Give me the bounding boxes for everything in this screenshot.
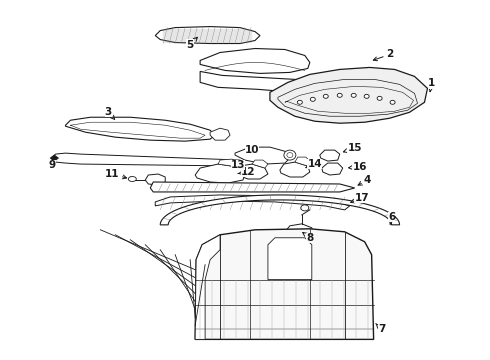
Text: 3: 3 — [105, 107, 115, 120]
Ellipse shape — [287, 153, 293, 158]
Text: 12: 12 — [238, 167, 255, 177]
Text: 1: 1 — [428, 78, 435, 92]
Ellipse shape — [310, 97, 315, 101]
Polygon shape — [145, 174, 165, 185]
Ellipse shape — [337, 93, 342, 97]
Polygon shape — [322, 163, 343, 175]
Polygon shape — [50, 153, 242, 166]
Polygon shape — [155, 195, 350, 210]
Ellipse shape — [128, 176, 136, 181]
Ellipse shape — [390, 100, 395, 104]
Polygon shape — [150, 182, 355, 192]
Polygon shape — [278, 80, 417, 116]
Ellipse shape — [301, 205, 309, 211]
Polygon shape — [280, 162, 310, 177]
Ellipse shape — [377, 96, 382, 100]
Text: 6: 6 — [388, 212, 395, 225]
Text: 10: 10 — [245, 145, 259, 155]
Text: 4: 4 — [358, 175, 371, 185]
Ellipse shape — [364, 94, 369, 98]
Text: 2: 2 — [373, 49, 393, 61]
Polygon shape — [295, 157, 311, 166]
Polygon shape — [200, 49, 310, 73]
Polygon shape — [235, 147, 290, 164]
Polygon shape — [270, 67, 427, 123]
Polygon shape — [160, 195, 399, 225]
Text: 16: 16 — [348, 162, 367, 172]
Ellipse shape — [297, 100, 302, 104]
Ellipse shape — [323, 94, 328, 98]
Text: 14: 14 — [306, 159, 322, 169]
Polygon shape — [210, 128, 230, 140]
Text: 8: 8 — [303, 233, 314, 243]
Polygon shape — [235, 164, 268, 179]
Text: 17: 17 — [351, 193, 369, 203]
Polygon shape — [50, 155, 58, 161]
Polygon shape — [66, 117, 215, 141]
Polygon shape — [195, 164, 245, 183]
Polygon shape — [195, 229, 374, 339]
Polygon shape — [252, 160, 268, 168]
Polygon shape — [200, 71, 315, 95]
Polygon shape — [155, 27, 260, 44]
Text: 7: 7 — [376, 324, 385, 334]
Ellipse shape — [284, 150, 296, 160]
Text: 15: 15 — [343, 143, 362, 153]
Ellipse shape — [351, 93, 356, 97]
Text: 5: 5 — [187, 37, 197, 50]
Polygon shape — [218, 159, 240, 167]
Polygon shape — [285, 224, 314, 239]
Text: 9: 9 — [49, 159, 56, 170]
Text: 13: 13 — [231, 160, 245, 170]
Polygon shape — [320, 150, 340, 161]
Polygon shape — [268, 238, 312, 280]
Text: 11: 11 — [105, 169, 126, 179]
Polygon shape — [195, 235, 220, 339]
